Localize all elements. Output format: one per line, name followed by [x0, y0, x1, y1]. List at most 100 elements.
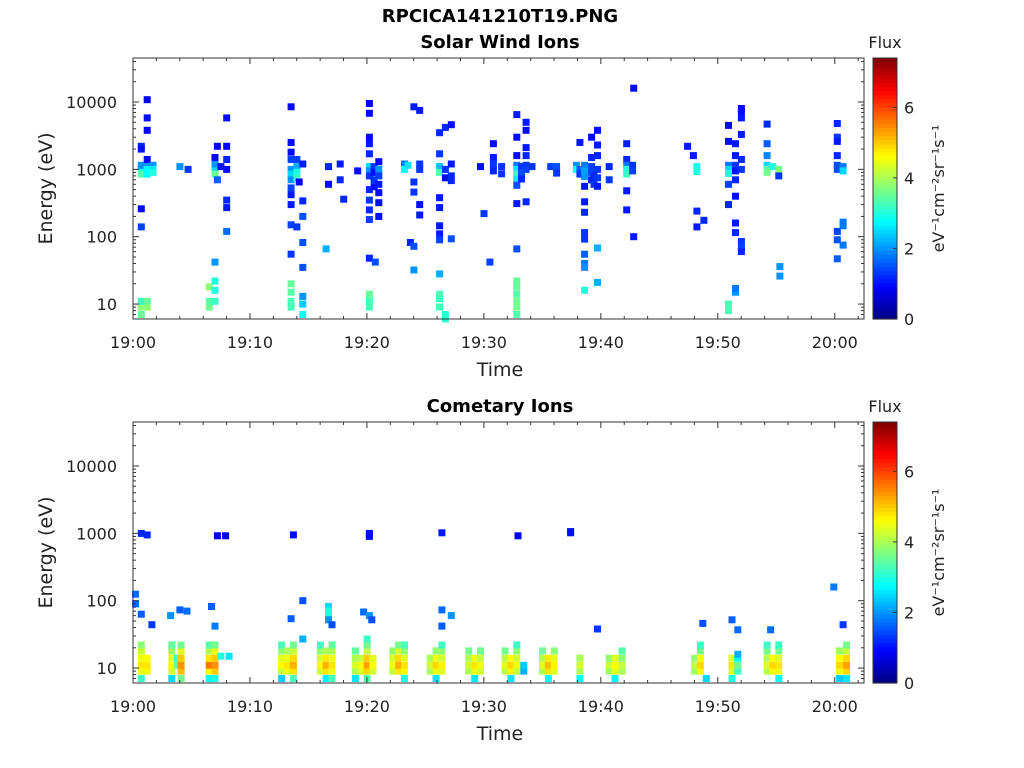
x-tick-label: 20:00 — [812, 697, 858, 716]
heatmap-cell — [737, 114, 745, 122]
heatmap-cell — [689, 152, 697, 160]
heatmap-cell — [618, 661, 626, 669]
heatmap-cell — [513, 641, 521, 649]
heatmap-cell — [513, 667, 521, 675]
heatmap-cell — [737, 156, 745, 163]
y-tick-label: 1000 — [76, 160, 117, 179]
heatmap-cell — [581, 260, 589, 267]
heatmap-cell — [278, 675, 286, 682]
heatmap-cell — [725, 137, 732, 145]
colorbar-band — [873, 302, 897, 308]
heatmap-cell — [623, 187, 631, 195]
x-tick-label: 19:50 — [695, 333, 741, 352]
heatmap-cell — [436, 168, 444, 176]
colorbar-band — [873, 74, 897, 79]
colorbar-band — [873, 442, 897, 448]
heatmap-cell — [763, 152, 771, 160]
heatmap-cell — [375, 165, 383, 173]
heatmap-cell — [477, 654, 484, 662]
heatmap-cell — [513, 165, 521, 173]
colorbar-band — [873, 274, 897, 279]
colorbar-band — [873, 638, 897, 643]
heatmap-cell — [480, 210, 488, 218]
heatmap-cell — [550, 647, 558, 655]
colorbar-tick-label: 6 — [904, 98, 914, 117]
heatmap-cell — [732, 140, 739, 148]
heatmap-cell — [278, 641, 286, 649]
heatmap-cell — [205, 654, 213, 662]
colorbar-band — [873, 221, 897, 226]
heatmap-cell — [293, 223, 301, 231]
colorbar-band — [873, 111, 897, 116]
colorbar-band — [873, 642, 897, 647]
heatmap-cell — [836, 654, 844, 662]
heatmap-cell — [691, 654, 699, 662]
colorbar-band — [873, 475, 897, 480]
heatmap-cell — [839, 163, 847, 171]
heatmap-cell — [513, 303, 521, 311]
heatmap-cell — [325, 611, 332, 619]
colorbar-band — [873, 270, 897, 275]
heatmap-cell — [325, 616, 332, 624]
colorbar-band — [873, 188, 897, 194]
heatmap-cell — [447, 177, 455, 185]
heatmap-cell — [581, 208, 589, 216]
heatmap-cell — [365, 150, 373, 158]
colorbar-band — [873, 466, 897, 472]
heatmap-cell — [416, 106, 424, 114]
heatmap-cell — [363, 647, 371, 655]
colorbar-band — [873, 90, 897, 96]
heatmap-cell — [375, 199, 383, 207]
heatmap-cell — [328, 654, 336, 662]
colorbar-band — [873, 650, 897, 656]
heatmap-cell — [507, 675, 515, 682]
heatmap-cell — [553, 169, 561, 177]
heatmap-cell — [732, 288, 739, 296]
heatmap-cell — [137, 667, 145, 675]
heatmap-cell — [183, 607, 191, 615]
heatmap-cell — [395, 647, 403, 655]
heatmap-cell — [363, 635, 371, 643]
heatmap-cell — [389, 654, 397, 662]
heatmap-cell — [177, 667, 185, 675]
heatmap-cell — [513, 661, 521, 669]
colorbar-band — [873, 66, 897, 71]
heatmap-cell — [208, 603, 215, 610]
colorbar-band — [873, 282, 897, 287]
colorbar-band — [873, 70, 897, 75]
heatmap-cell — [501, 667, 509, 675]
heatmap-cell — [477, 667, 484, 675]
heatmap-cell — [629, 167, 637, 175]
heatmap-cell — [365, 529, 373, 537]
figure-title: RPCICA141210T19.PNG — [381, 6, 619, 27]
colorbar-band — [873, 556, 897, 562]
colorbar-band — [873, 454, 897, 460]
colorbar-band — [873, 306, 897, 312]
heatmap-cell — [328, 621, 336, 629]
heatmap-cell — [436, 129, 444, 137]
heatmap-cell — [357, 667, 365, 675]
heatmap-cell — [211, 165, 219, 173]
colorbar-band — [873, 678, 897, 684]
heatmap-cell — [438, 667, 446, 675]
heatmap-cell — [375, 189, 383, 197]
heatmap-cell — [436, 222, 444, 230]
heatmap-cell — [289, 661, 297, 669]
colorbar-band — [873, 552, 897, 558]
colorbar-band — [873, 519, 897, 525]
colorbar-band — [873, 249, 897, 255]
heatmap-cell — [223, 165, 231, 173]
colorbar-band — [873, 115, 897, 120]
heatmap-cell — [471, 667, 479, 675]
heatmap-cell — [299, 311, 307, 318]
heatmap-cell — [513, 647, 521, 655]
heatmap-cell — [544, 675, 552, 682]
colorbar-band — [873, 212, 897, 218]
heatmap-cell — [316, 647, 324, 655]
heatmap-cell — [581, 161, 589, 169]
colorbar-band — [873, 127, 897, 133]
heatmap-cell — [767, 626, 775, 634]
heatmap-cell — [143, 96, 151, 104]
colorbar-band — [873, 217, 897, 222]
colorbar-frame — [872, 421, 898, 684]
